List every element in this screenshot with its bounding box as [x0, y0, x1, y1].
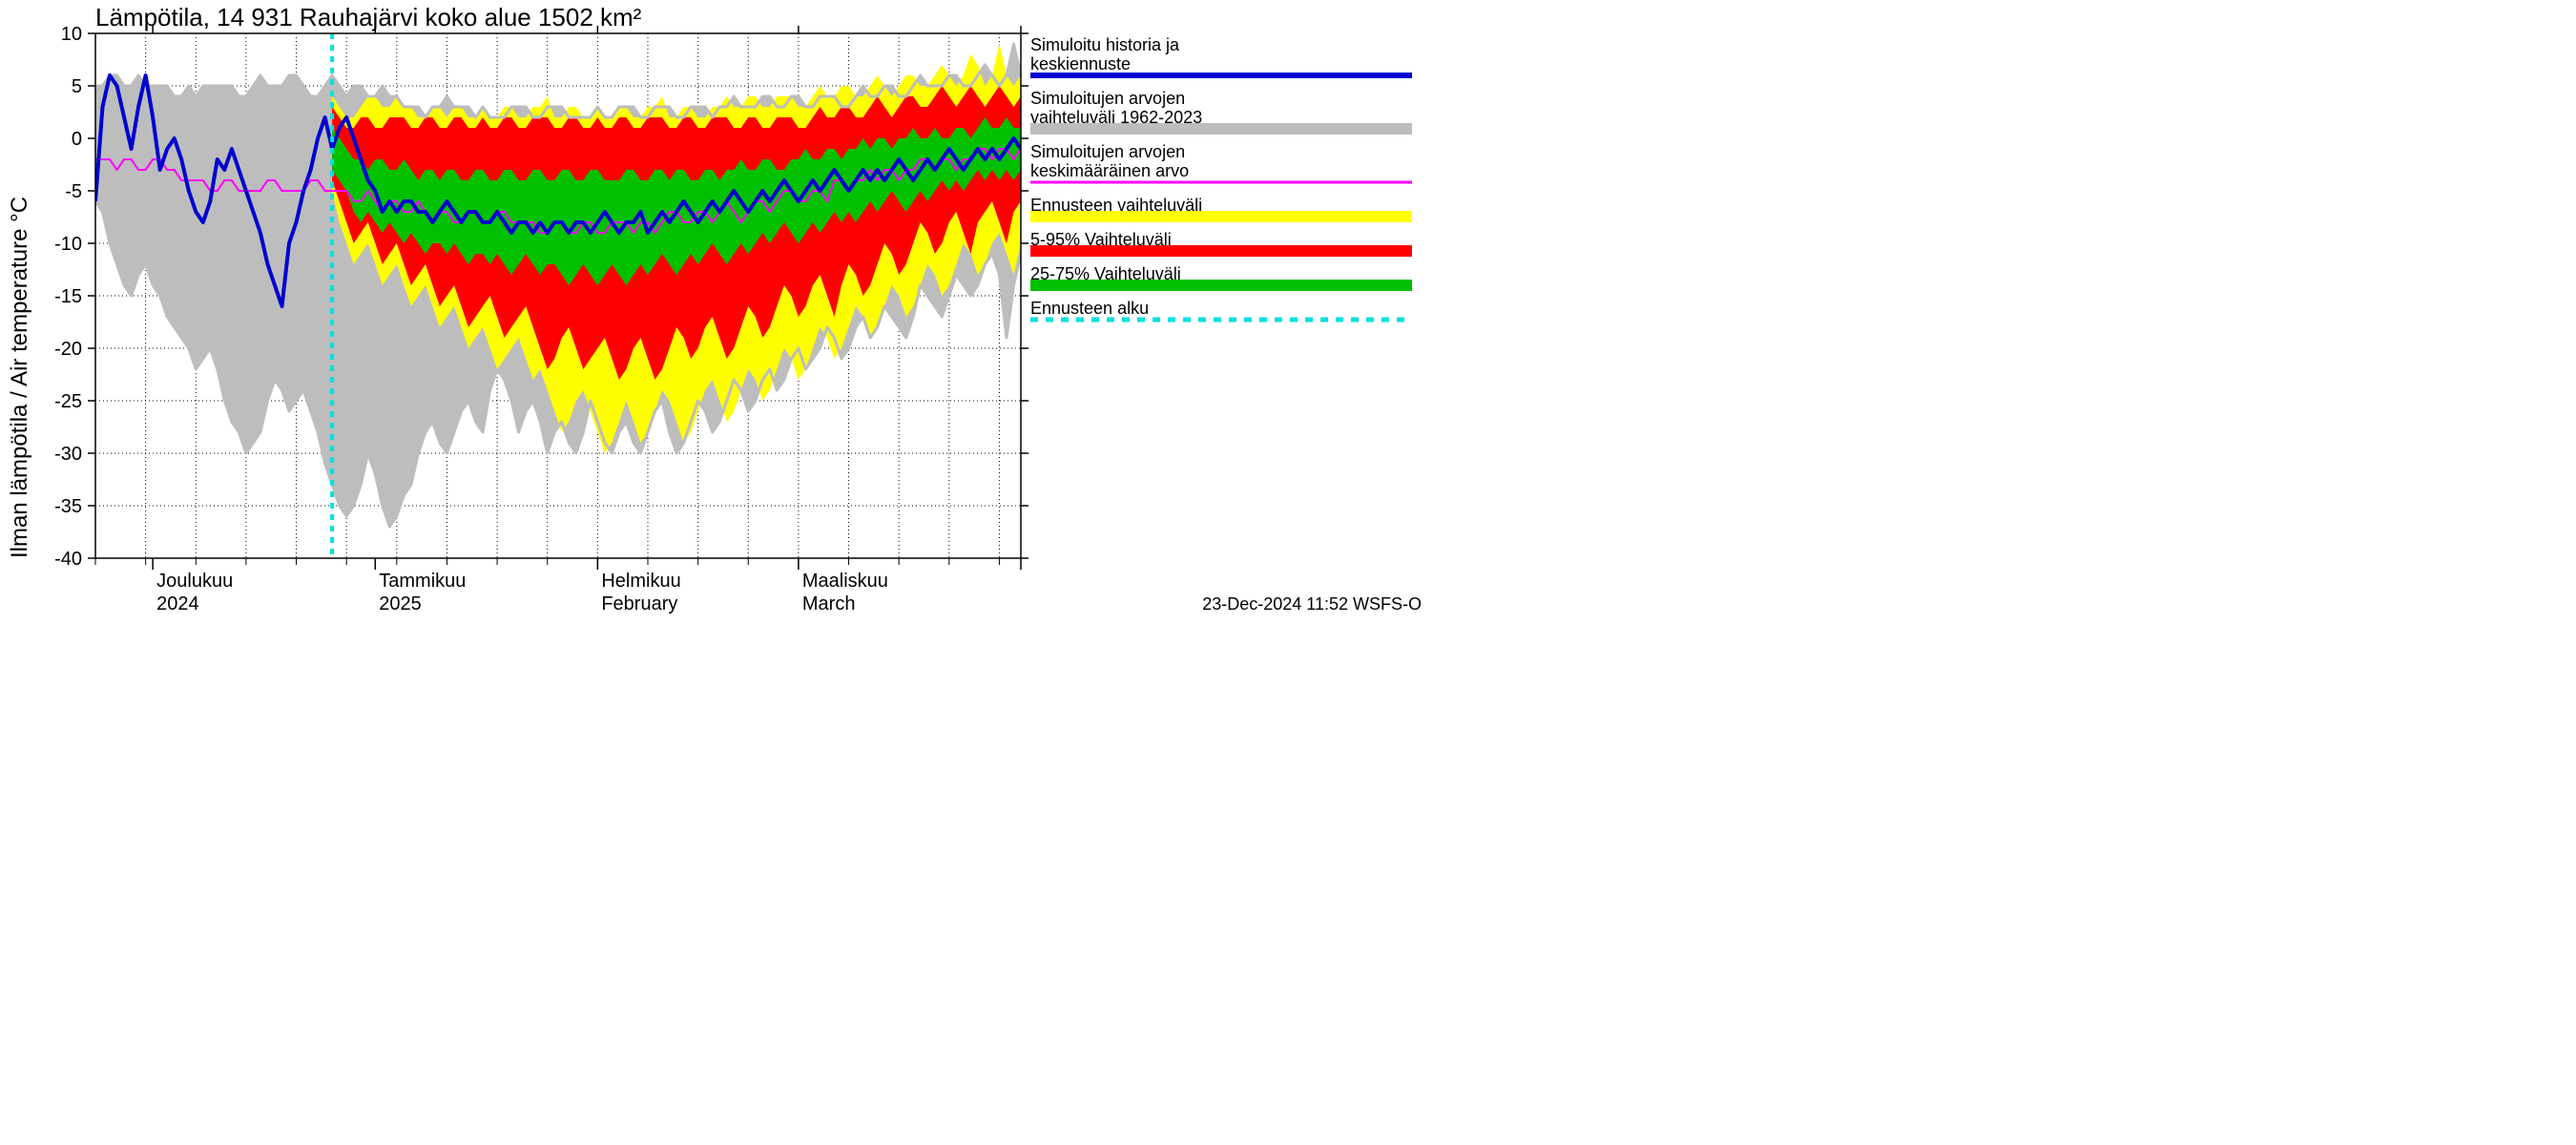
- x-month-label: Joulukuu: [156, 571, 233, 592]
- legend-label-magenta: keskimääräinen arvo: [1030, 161, 1189, 180]
- x-month-label: Helmikuu: [601, 571, 680, 592]
- y-tick-label: -15: [54, 286, 82, 307]
- x-month-label: Maaliskuu: [802, 571, 888, 592]
- y-tick-label: 0: [72, 129, 82, 150]
- x-month-sublabel: 2024: [156, 593, 199, 614]
- x-month-sublabel: February: [601, 593, 677, 614]
- x-month-label: Tammikuu: [379, 571, 466, 592]
- y-tick-label: -20: [54, 339, 82, 360]
- y-tick-label: -30: [54, 444, 82, 465]
- chart-title: Lämpötila, 14 931 Rauhajärvi koko alue 1…: [95, 3, 642, 31]
- temperature-forecast-chart: 10 5 0 -5 -10 -15 -20 -25 -30 -35 -40 Joulukuu2024 T…: [0, 0, 1431, 636]
- x-month-sublabel: March: [802, 593, 856, 614]
- legend-label-cyan: Ennusteen alku: [1030, 299, 1149, 318]
- y-axis-label: Ilman lämpötila / Air temperature °C: [7, 197, 32, 558]
- chart-svg: 10 5 0 -5 -10 -15 -20 -25 -30 -35 -40 Joulukuu2024 T…: [0, 0, 1431, 636]
- legend-label-blue: keskiennuste: [1030, 54, 1131, 73]
- y-tick-label: 5: [72, 76, 82, 97]
- x-month-sublabel: 2025: [379, 593, 422, 614]
- y-tick-label: -25: [54, 391, 82, 412]
- y-tick-label: -40: [54, 549, 82, 570]
- y-tick-label: -35: [54, 496, 82, 517]
- y-tick-label: 10: [61, 24, 82, 45]
- legend-label-gray: Simuloitujen arvojen: [1030, 89, 1185, 108]
- chart-footer: 23-Dec-2024 11:52 WSFS-O: [1202, 594, 1422, 614]
- legend-label-magenta: Simuloitujen arvojen: [1030, 142, 1185, 161]
- legend-label-blue: Simuloitu historia ja: [1030, 35, 1180, 54]
- y-tick-label: -5: [65, 181, 82, 202]
- y-tick-label: -10: [54, 234, 82, 255]
